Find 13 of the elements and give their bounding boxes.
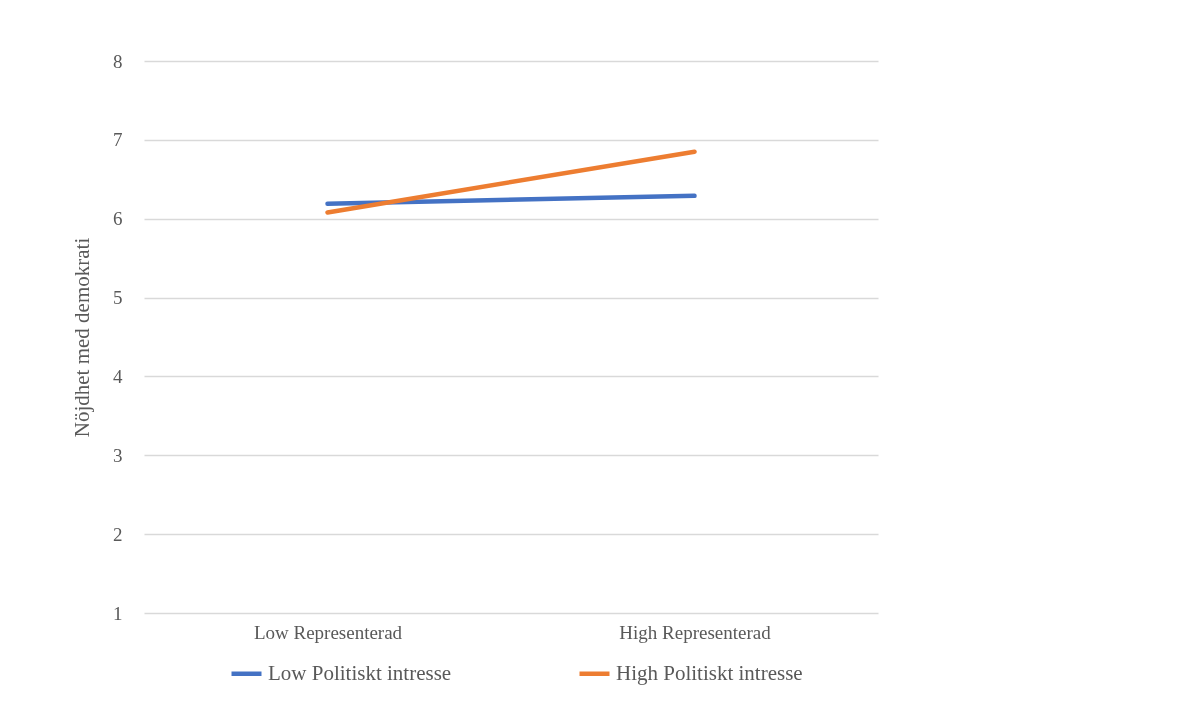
y-tick-label: 7	[113, 129, 123, 151]
y-tick-label: 5	[113, 287, 123, 309]
y-tick-label: 6	[113, 208, 123, 230]
y-tick-label: 4	[113, 365, 123, 387]
y-tick-label: 3	[113, 444, 123, 466]
y-axis-title: Nöjdhet med demokrati	[70, 237, 94, 438]
legend-label: Low Politiskt intresse	[268, 660, 452, 685]
legend-label: High Politiskt intresse	[616, 660, 803, 685]
y-tick-label: 1	[113, 602, 123, 624]
x-tick-label: Low Representerad	[253, 621, 403, 643]
y-tick-label: 2	[113, 523, 123, 545]
x-tick-label: High Representerad	[619, 621, 772, 643]
y-tick-label: 8	[113, 50, 123, 72]
